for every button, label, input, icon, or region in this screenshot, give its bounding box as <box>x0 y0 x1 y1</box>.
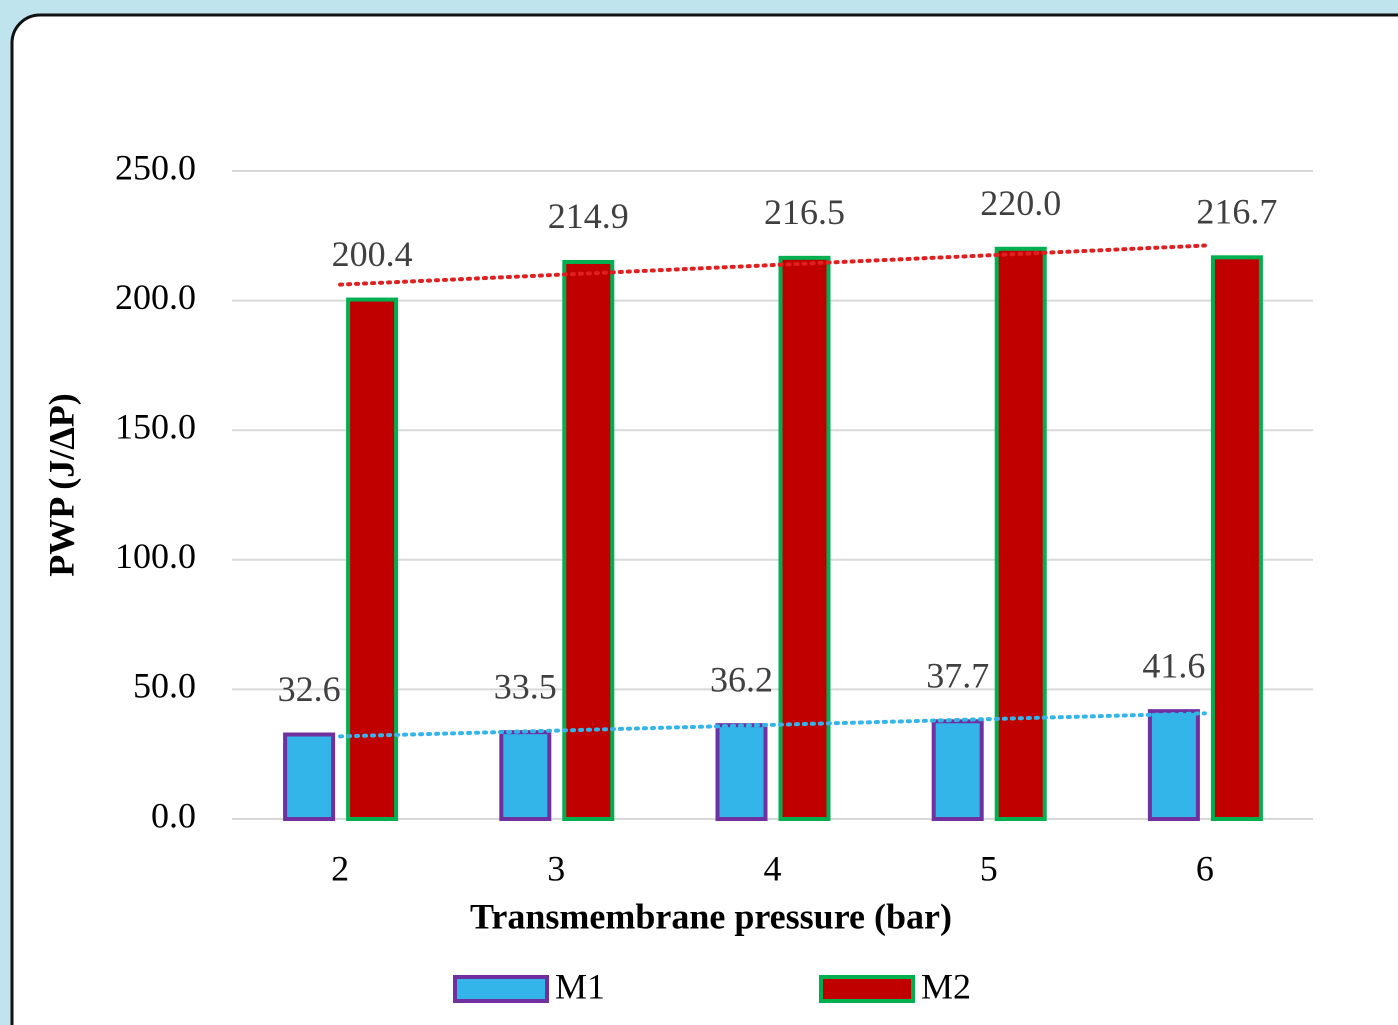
y-tick-label: 200.0 <box>115 277 196 317</box>
bar <box>931 719 984 822</box>
bar <box>499 730 552 822</box>
x-tick-label: 4 <box>764 848 782 888</box>
y-tick-label: 150.0 <box>115 406 196 446</box>
bar <box>778 255 831 822</box>
bar <box>715 723 768 822</box>
data-label: 216.7 <box>1196 192 1277 232</box>
legend-swatch <box>453 975 549 1003</box>
panel <box>10 13 1398 1025</box>
y-tick-label: 250.0 <box>115 147 196 187</box>
x-tick-label: 5 <box>980 848 998 888</box>
data-label: 37.7 <box>926 656 989 696</box>
data-label: 200.4 <box>332 234 413 274</box>
data-label: 33.5 <box>494 666 557 706</box>
data-label: 32.6 <box>278 669 341 709</box>
x-tick-label: 3 <box>547 848 565 888</box>
data-label: 220.0 <box>980 183 1061 223</box>
y-tick-label: 50.0 <box>133 666 196 706</box>
y-axis-title: PWP (J/ΔP) <box>41 393 81 577</box>
data-label: 41.6 <box>1142 645 1205 685</box>
x-axis-title: Transmembrane pressure (bar) <box>470 896 952 936</box>
legend-label: M2 <box>921 966 971 1006</box>
bar <box>994 246 1047 821</box>
trendline <box>338 243 1207 287</box>
data-label: 216.5 <box>764 192 845 232</box>
bar <box>283 732 336 821</box>
bar <box>1210 255 1263 821</box>
legend-swatch <box>819 975 915 1003</box>
data-label: 36.2 <box>710 659 773 699</box>
bar <box>1147 709 1200 821</box>
bar <box>562 259 615 821</box>
y-tick-label: 0.0 <box>151 795 196 835</box>
bar <box>346 297 399 822</box>
x-tick-label: 6 <box>1196 848 1214 888</box>
data-label: 214.9 <box>548 196 629 236</box>
x-tick-label: 2 <box>331 848 349 888</box>
y-tick-label: 100.0 <box>115 536 196 576</box>
trendline <box>338 711 1207 739</box>
legend-label: M1 <box>555 966 605 1006</box>
